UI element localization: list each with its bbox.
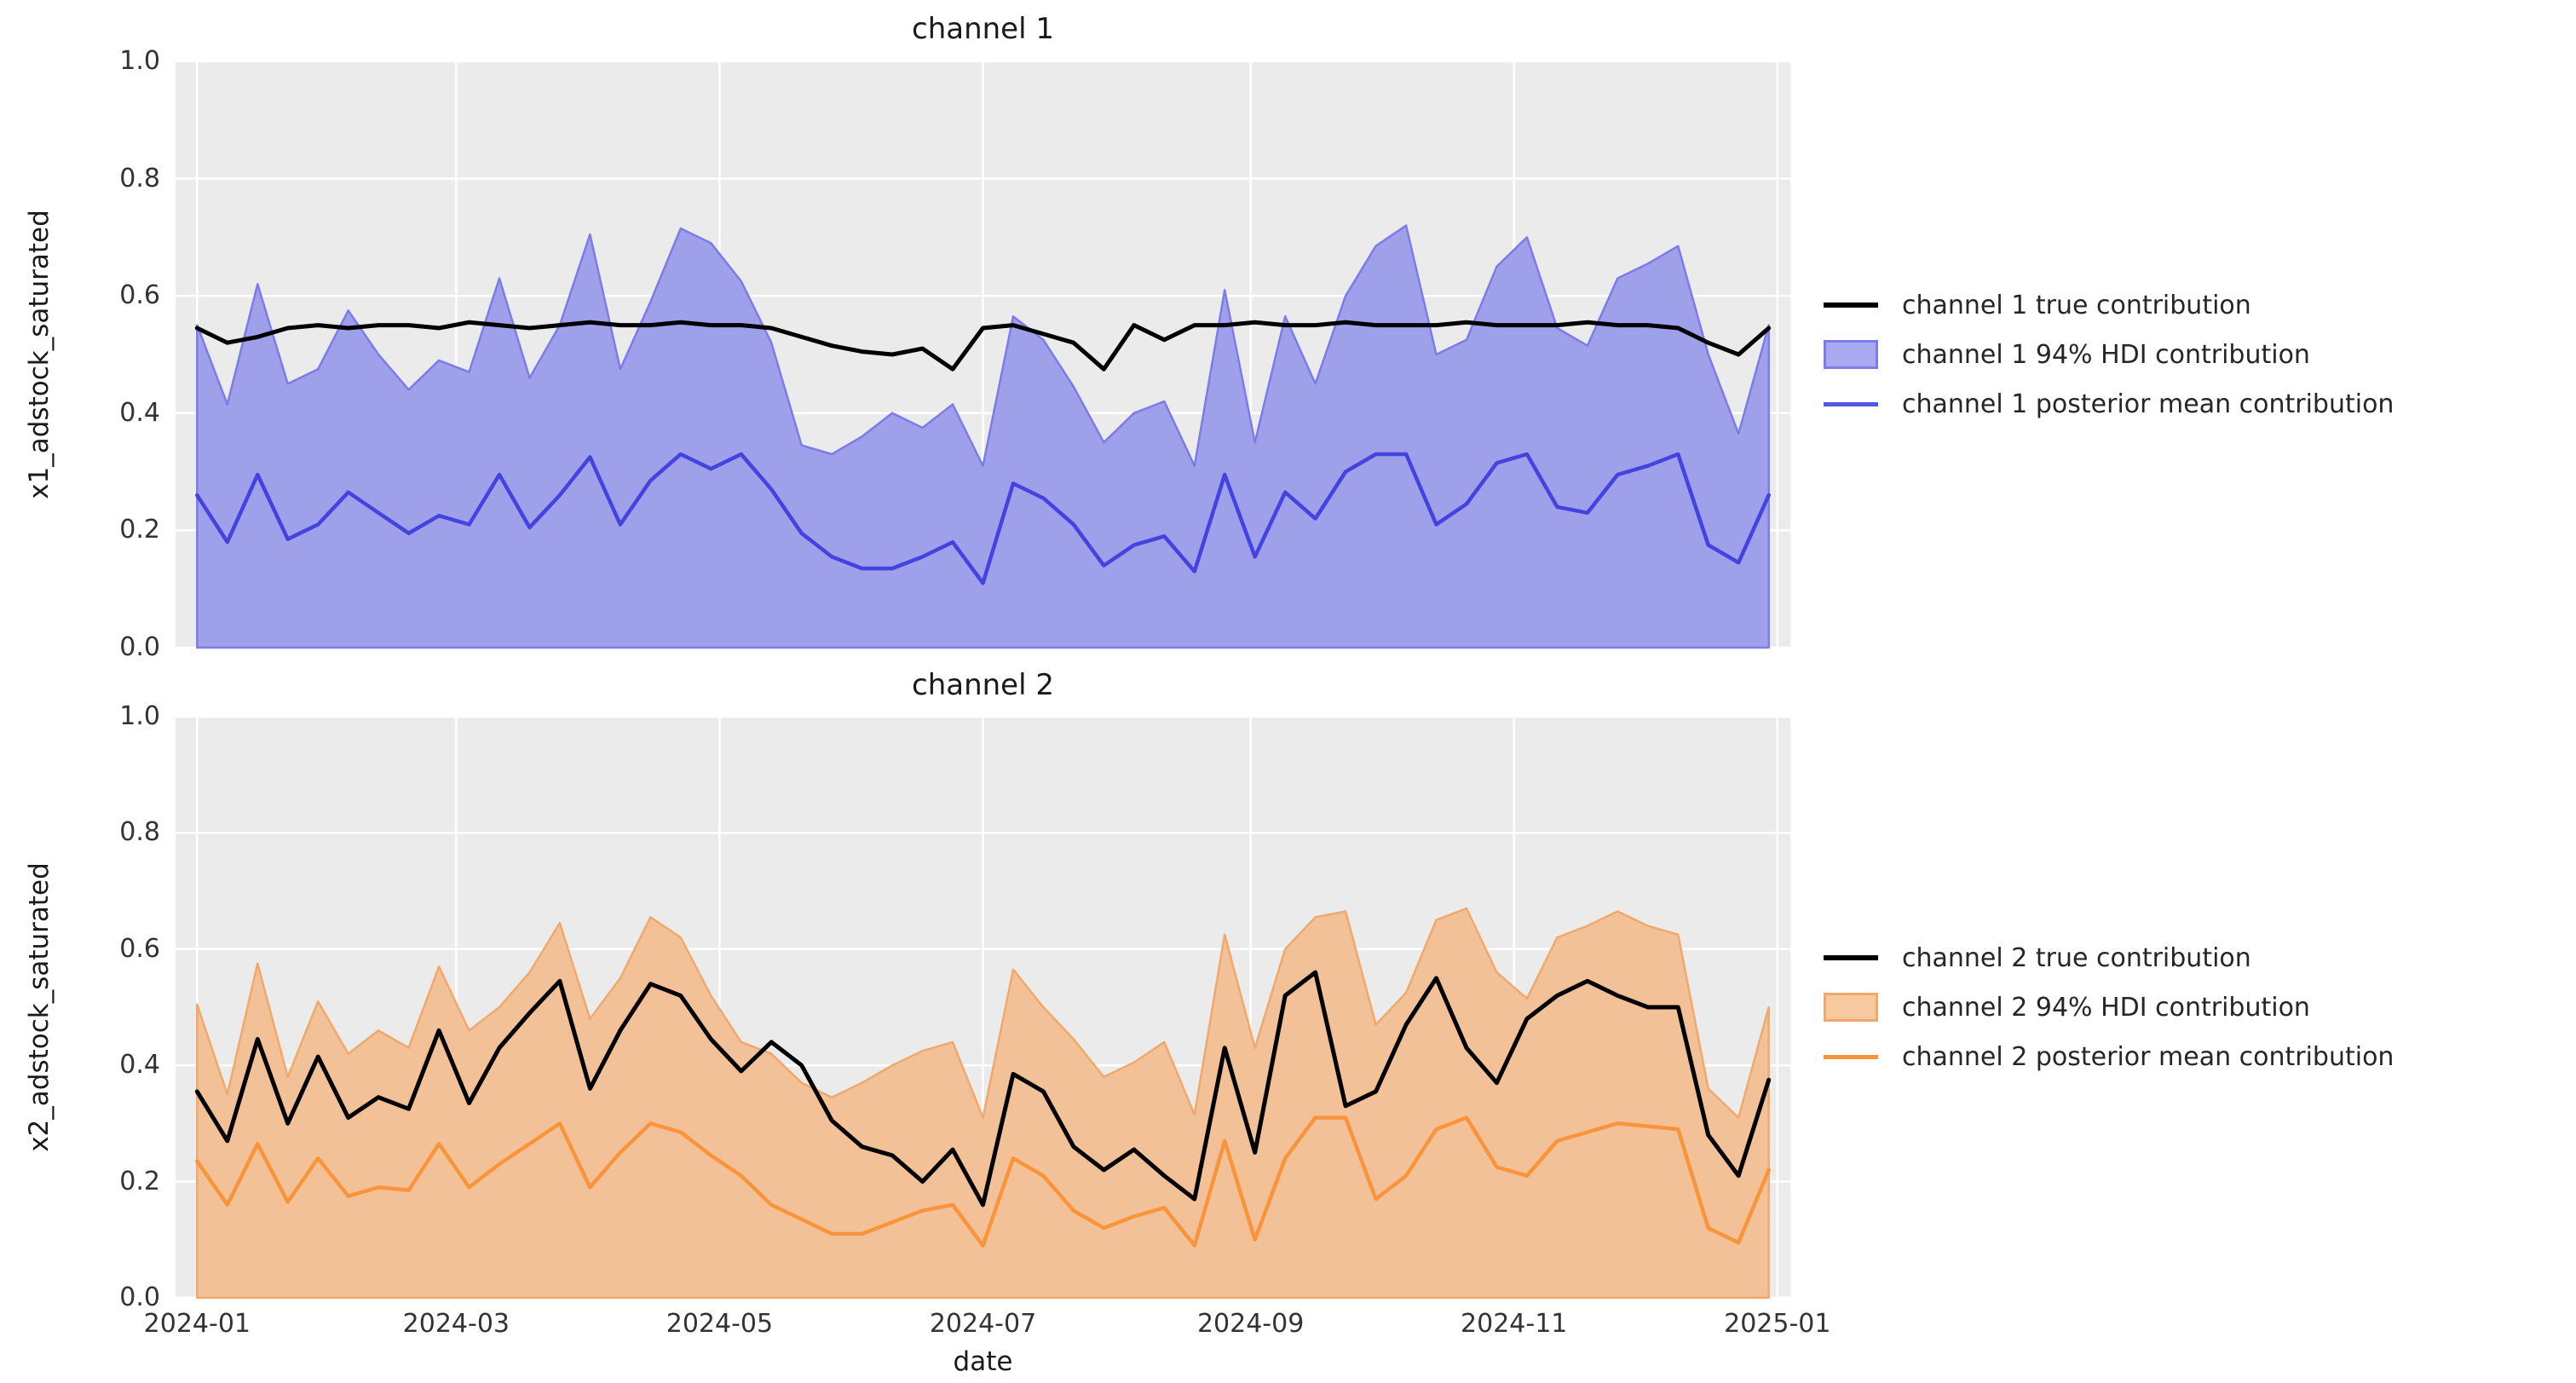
- legend-item-label: channel 2 true contribution: [1902, 942, 2251, 973]
- legend-item: channel 2 true contribution: [1824, 933, 2394, 983]
- y-tick-label: 0.4: [119, 1050, 160, 1080]
- y-tick-label: 0.0: [119, 632, 160, 662]
- legend-item: channel 2 94% HDI contribution: [1824, 983, 2394, 1032]
- legend-item-label: channel 1 true contribution: [1902, 290, 2251, 320]
- legend-item-label: channel 1 94% HDI contribution: [1902, 339, 2310, 370]
- legend-patch-swatch: [1824, 340, 1878, 369]
- y-tick-label: 0.8: [119, 163, 160, 193]
- x-tick-label: 2024-05: [666, 1309, 774, 1339]
- y-tick-label: 0.4: [119, 397, 160, 428]
- subplot2-title: channel 2: [912, 668, 1054, 702]
- x-tick-label: 2024-09: [1196, 1309, 1305, 1339]
- legend-swatch: [1824, 401, 1880, 406]
- posterior-mean-line: [195, 1115, 1771, 1248]
- legend-patch-swatch: [1824, 993, 1878, 1022]
- legend-line-swatch: [1824, 1054, 1878, 1059]
- legend-swatch: [1824, 303, 1880, 308]
- subplot2-y-axis-label: x2_adstock_saturated: [24, 862, 55, 1152]
- legend-swatch: [1824, 340, 1880, 369]
- x-tick-label: 2024-11: [1461, 1309, 1568, 1339]
- y-tick-label: 1.0: [119, 46, 160, 76]
- legend-item: channel 1 posterior mean contribution: [1824, 379, 2394, 429]
- y-tick-label: 0.2: [119, 515, 160, 545]
- legend-swatch: [1824, 955, 1880, 960]
- legend-item-label: channel 2 94% HDI contribution: [1902, 992, 2310, 1023]
- posterior-mean-line: [195, 452, 1771, 585]
- x-tick-label: 2024-03: [402, 1309, 510, 1339]
- x-tick-label: 2024-07: [929, 1309, 1037, 1339]
- y-tick-label: 0.0: [119, 1282, 160, 1312]
- y-tick-label: 0.2: [119, 1166, 160, 1196]
- legend-swatch: [1824, 1054, 1880, 1059]
- legend-item-label: channel 2 posterior mean contribution: [1902, 1041, 2394, 1072]
- subplot1-title: channel 1: [912, 12, 1054, 46]
- x-axis-label: date: [953, 1346, 1013, 1377]
- y-tick-label: 0.8: [119, 817, 160, 848]
- y-tick-label: 1.0: [119, 701, 160, 731]
- subplot2-legend: channel 2 true contribution channel 2 94%…: [1824, 933, 2394, 1081]
- legend-item: channel 1 true contribution: [1824, 280, 2394, 330]
- x-tick-label: 2025-01: [1724, 1309, 1831, 1339]
- subplot1-legend: channel 1 true contribution channel 1 94%…: [1824, 280, 2394, 429]
- y-tick-label: 0.6: [119, 933, 160, 964]
- legend-item: channel 1 94% HDI contribution: [1824, 330, 2394, 379]
- legend-item-label: channel 1 posterior mean contribution: [1902, 389, 2394, 419]
- x-tick-label: 2024-01: [143, 1309, 251, 1339]
- y-tick-label: 0.6: [119, 280, 160, 311]
- legend-line-swatch: [1824, 303, 1878, 308]
- legend-line-swatch: [1824, 955, 1878, 960]
- subplot1-y-axis-label: x1_adstock_saturated: [24, 210, 55, 499]
- legend-line-swatch: [1824, 401, 1878, 406]
- true-contribution-line: [194, 320, 1772, 372]
- legend-item: channel 2 posterior mean contribution: [1824, 1032, 2394, 1081]
- legend-swatch: [1824, 993, 1880, 1022]
- true-contribution-line: [194, 970, 1772, 1207]
